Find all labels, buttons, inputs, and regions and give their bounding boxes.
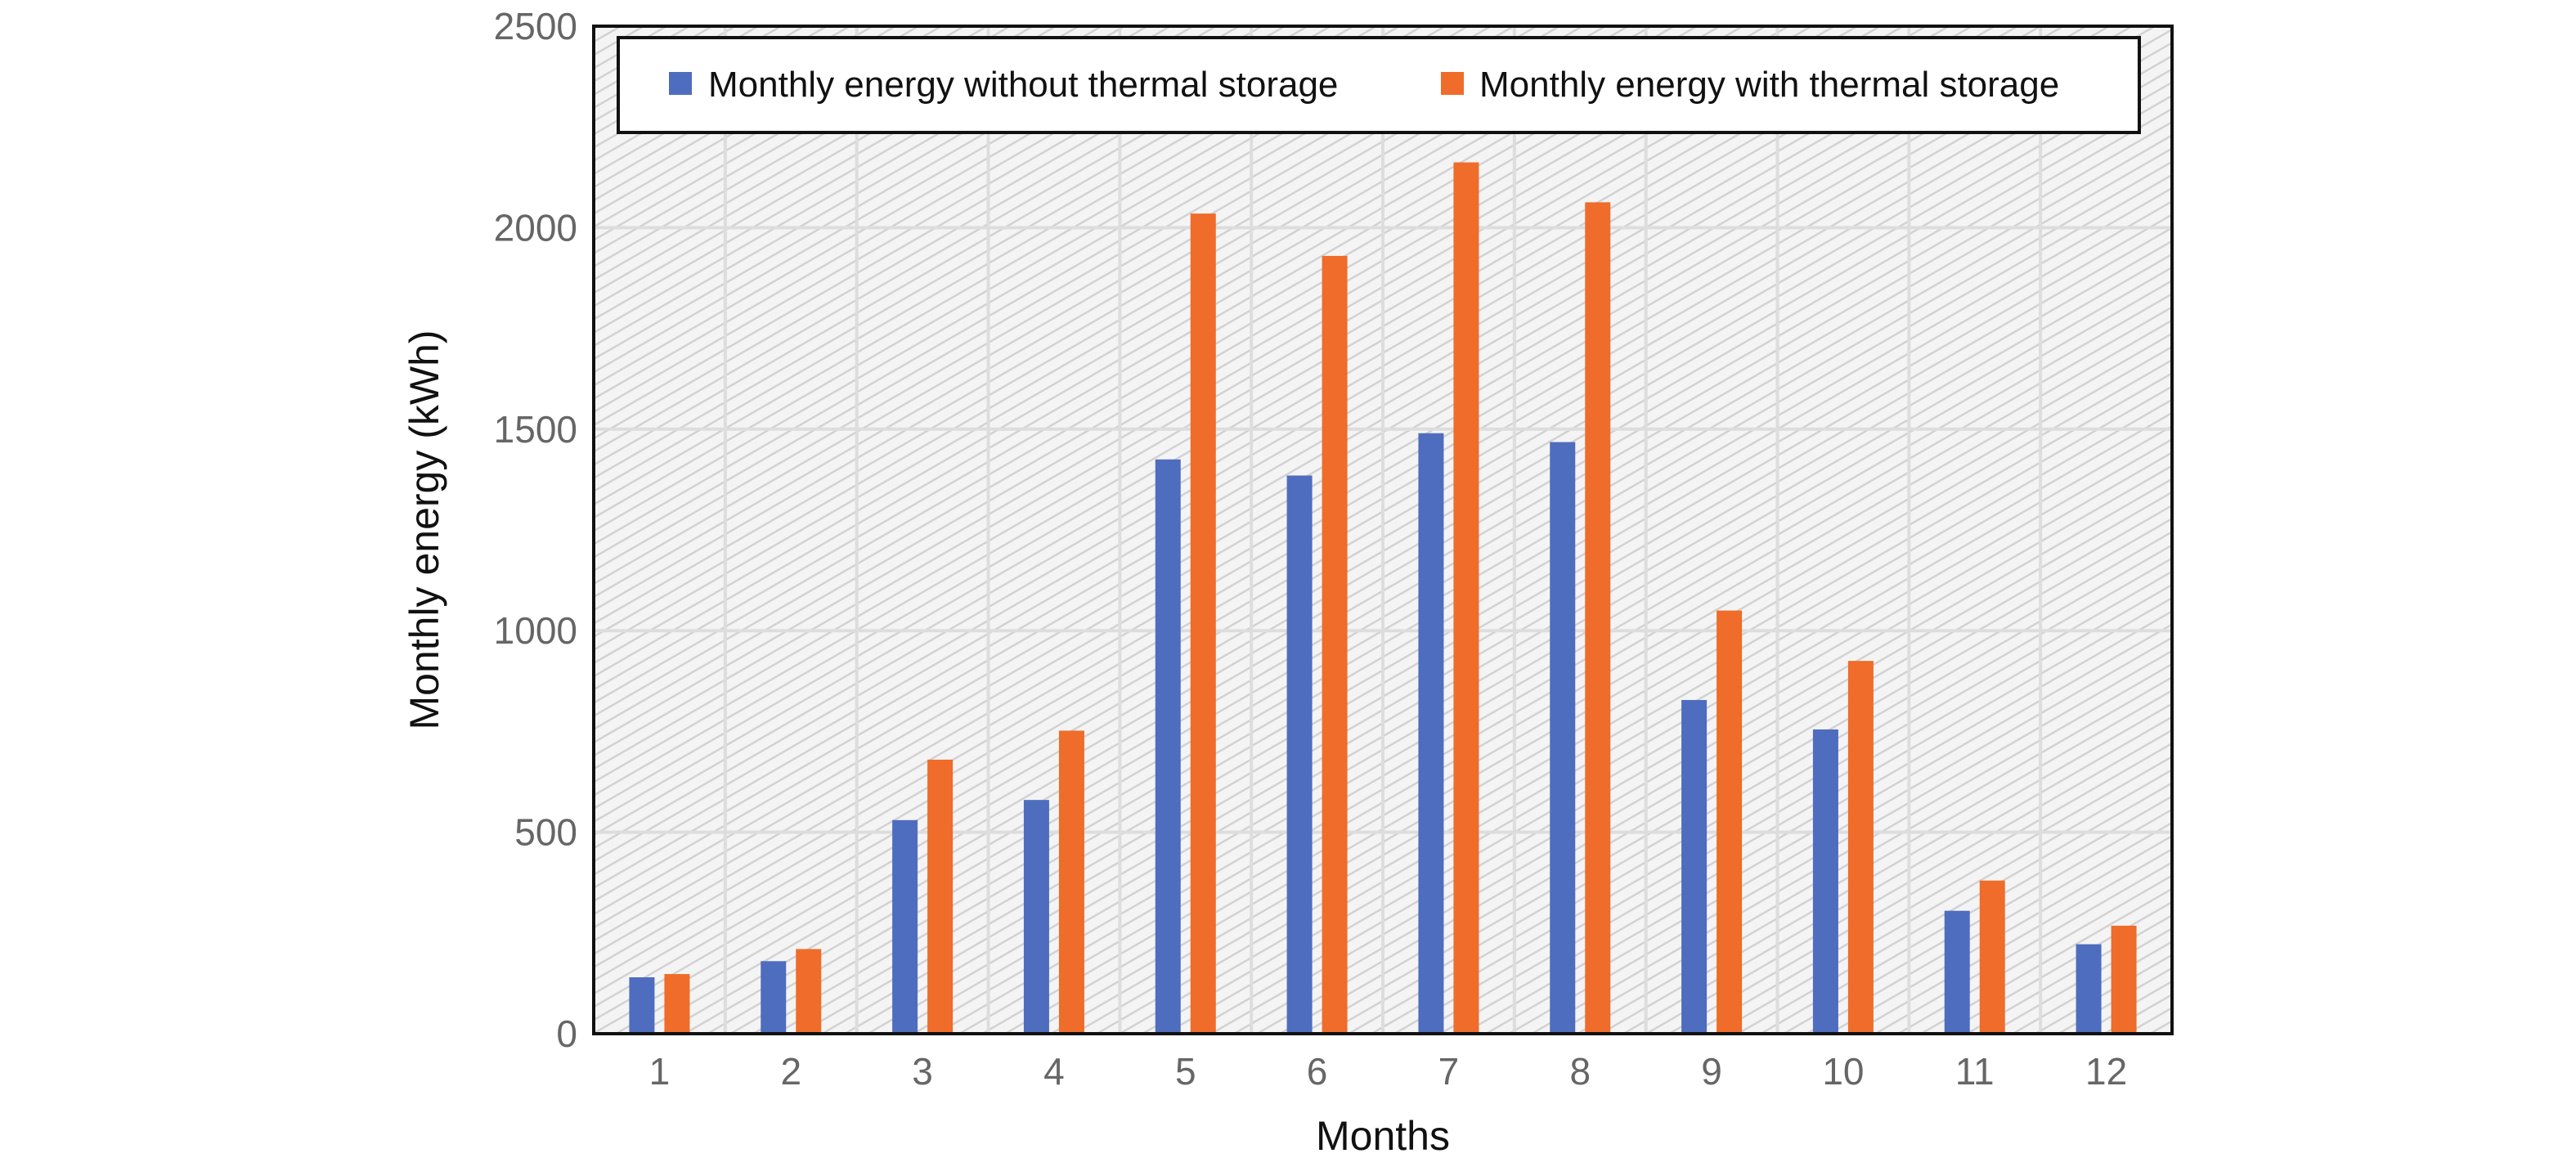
bar-without-storage-month-3 [892,819,918,1034]
y-axis-title: Monthly energy (kWh) [402,330,447,729]
x-tick-label: 7 [1438,1050,1460,1093]
x-tick-label: 9 [1701,1050,1722,1093]
bar-with-storage-month-5 [1190,213,1216,1035]
bar-with-storage-month-7 [1453,162,1479,1034]
y-axis-ticks: 0 500 1000 1500 2000 2500 [494,5,577,1055]
x-tick-label: 2 [780,1050,801,1093]
bar-with-storage-month-11 [1979,880,2005,1034]
bar-with-storage-month-9 [1717,610,1743,1034]
y-tick-label: 0 [556,1012,577,1055]
bar-with-storage-month-1 [664,974,690,1034]
x-tick-label: 3 [912,1050,933,1093]
y-tick-label: 1500 [494,408,577,451]
y-tick-label: 2500 [494,5,577,47]
bars [629,162,2137,1035]
y-tick-label: 2000 [494,206,577,249]
bar-without-storage-month-2 [761,961,787,1034]
bar-without-storage-month-6 [1286,475,1313,1034]
x-tick-label: 4 [1043,1050,1065,1093]
bar-without-storage-month-12 [2076,944,2102,1034]
x-tick-label: 6 [1307,1050,1328,1093]
bar-without-storage-month-4 [1023,800,1049,1034]
bar-without-storage-month-1 [629,977,655,1034]
legend: Monthly energy without thermal storage M… [617,36,2141,134]
bar-without-storage-month-5 [1155,459,1181,1034]
bar-without-storage-month-8 [1550,442,1576,1034]
legend-label-with-storage: Monthly energy with thermal storage [1479,65,2059,105]
legend-swatch-without-storage [669,72,692,95]
bar-with-storage-month-2 [796,949,822,1034]
x-axis-title: Months [1316,1113,1450,1159]
bar-without-storage-month-9 [1681,699,1708,1034]
legend-swatch-with-storage [1441,72,1464,95]
x-tick-label: 10 [1822,1050,1864,1093]
x-tick-label: 5 [1175,1050,1196,1093]
bar-without-storage-month-10 [1812,729,1838,1034]
bar-without-storage-month-7 [1418,433,1444,1034]
bar-with-storage-month-12 [2111,925,2137,1034]
x-tick-label: 1 [649,1050,671,1093]
y-tick-label: 500 [514,811,577,854]
x-tick-label: 8 [1569,1050,1591,1093]
plot-area-border [592,25,2174,1035]
bar-with-storage-month-6 [1322,255,1348,1034]
bar-with-storage-month-10 [1847,661,1874,1034]
x-tick-label: 11 [1955,1050,1995,1093]
bar-with-storage-month-3 [927,759,954,1034]
legend-label-without-storage: Monthly energy without thermal storage [708,65,1338,105]
legend-box [617,36,2141,134]
x-axis-ticks: 1 2 3 4 5 6 7 8 9 10 11 12 [649,1050,2128,1093]
bar-with-storage-month-4 [1058,730,1084,1034]
bar-with-storage-month-8 [1585,202,1611,1034]
bar-without-storage-month-11 [1944,910,1970,1034]
y-tick-label: 1000 [494,609,577,652]
x-tick-label: 12 [2085,1050,2127,1093]
gridlines [594,25,2172,1035]
